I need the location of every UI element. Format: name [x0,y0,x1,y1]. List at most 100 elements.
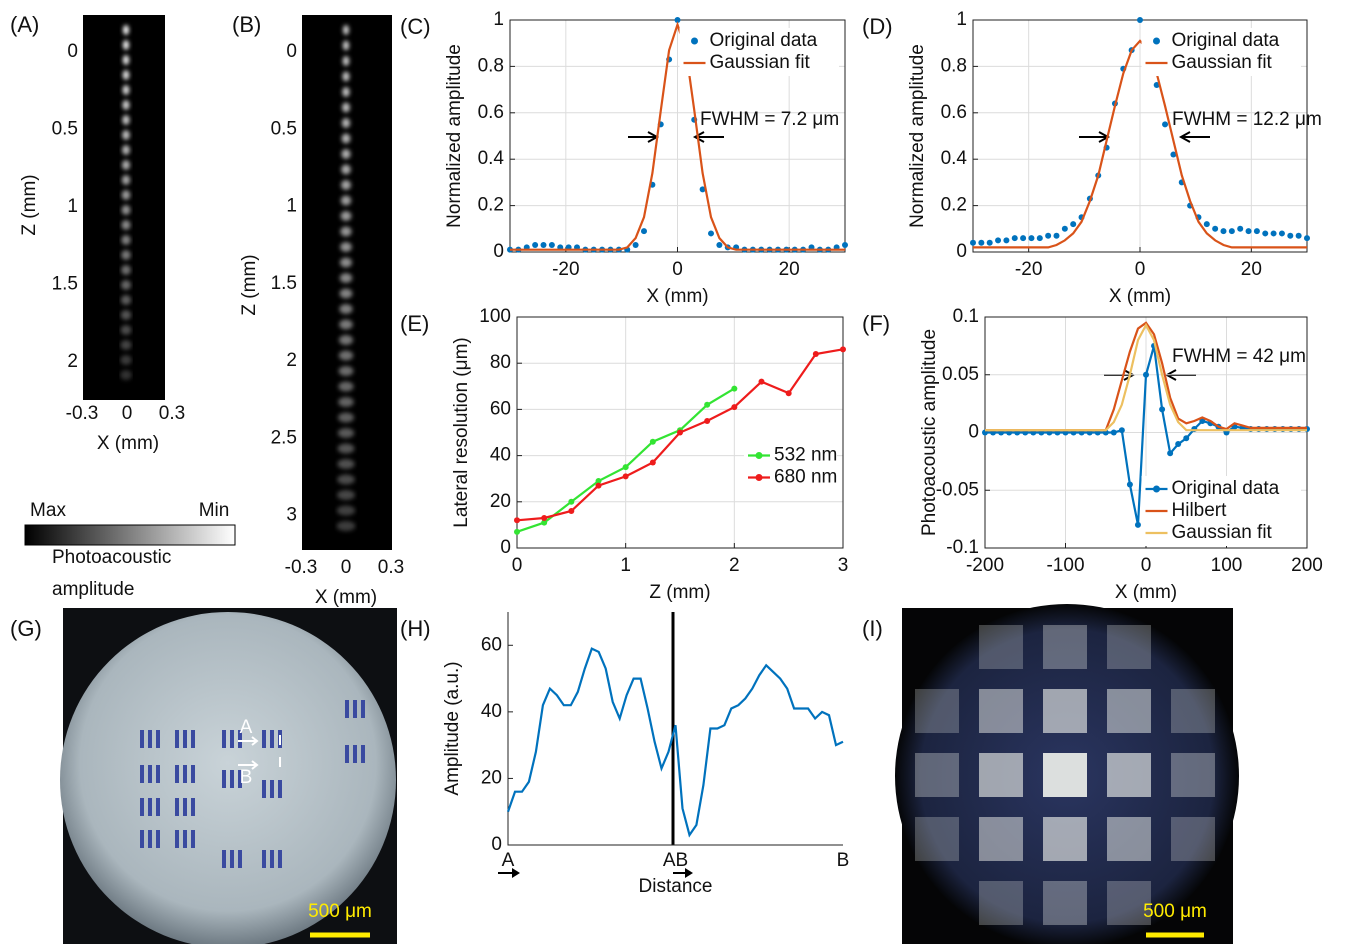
y-tick-label: 100 [479,306,511,327]
data-point [1220,228,1227,235]
target-bar [270,780,274,798]
data-point [1278,230,1285,237]
x-tick-label: 20 [779,259,800,280]
speckle [341,149,351,159]
y-tick-label: 0.8 [941,55,967,76]
speckle [342,71,350,82]
marker-b: B [240,767,253,788]
speckle [342,102,350,113]
legend-label: Original data [1172,478,1280,499]
target-bar [345,700,349,718]
data-point [1028,235,1035,242]
y-tick-label: 0.4 [941,148,968,169]
target-bar [175,730,179,748]
data-point [731,404,738,411]
target-bar [278,780,282,798]
data-point [1270,230,1277,237]
data-point [1159,406,1166,413]
data-point [1175,441,1182,448]
target-bar [222,770,226,788]
speckle [121,175,131,185]
x-tick-label: -20 [552,259,579,280]
annotation: FWHM = 7.2 μm [700,109,839,130]
series-line [510,21,845,251]
y-tick-label: 0.05 [942,364,979,385]
scale-bar-label: 500 μm [1143,901,1207,922]
legend-swatch [755,452,763,459]
speckle [336,521,356,531]
speckle [121,190,131,200]
fwhm-arrows [628,136,1210,376]
colorbar-title: amplitude [52,579,134,600]
data-point [1199,417,1206,424]
x-tick-label: 200 [1291,555,1323,576]
target-bar [270,730,274,748]
target-bar [191,765,195,783]
target-bar [148,765,152,783]
data-point [548,242,555,249]
mesh-square [1171,689,1215,733]
speckle [120,280,132,290]
data-point [1011,235,1018,242]
speckle [120,355,132,365]
x-tick-label: -200 [966,555,1004,576]
y-tick-label: 60 [490,398,511,419]
target-bar [262,850,266,868]
speckle [121,160,131,170]
speckle [121,220,131,230]
mesh-square [915,817,959,861]
data-point [812,350,819,357]
target-bar [230,770,234,788]
speckle [120,325,132,335]
data-point [1137,17,1143,23]
y-tick-label: 20 [481,767,502,788]
data-point [1253,228,1260,235]
legend-box [679,28,839,76]
target-bar [353,745,357,763]
z-tick-label: 1.5 [52,274,78,295]
target-bar [270,850,274,868]
target-bar [191,730,195,748]
marker-a: A [240,717,253,738]
x-axis-label: Z (mm) [649,582,710,603]
speckle [123,25,129,35]
target-bar [183,765,187,783]
panel-label: (E) [400,311,429,336]
data-point [1053,232,1060,239]
y-axis-label: Photoacoustic amplitude [919,329,940,536]
panel-label: (D) [862,14,893,39]
speckle [336,505,356,516]
speckle [122,70,130,80]
data-point [568,498,575,505]
speckle [338,412,354,423]
plot-frame [516,316,844,549]
z-tick-label: 0 [286,41,297,62]
legend-label: 680 nm [774,467,837,488]
z-tick-label: 2 [286,350,297,371]
x-axis-label: X (mm) [1115,582,1177,603]
speckle [122,100,130,110]
data-point [514,517,520,524]
data-point [1167,450,1174,457]
target-bar [175,830,179,848]
target-bar [238,730,242,748]
z-tick-label: 3 [286,505,297,526]
speckle [122,40,130,50]
data-point [1070,221,1077,228]
x-tick-label: -0.3 [285,557,318,578]
speckle [122,85,130,95]
data-point [1061,225,1068,232]
series-line [973,39,1307,249]
panel-label: (C) [400,14,431,39]
mesh-square [1043,625,1087,669]
speckle [340,211,352,221]
z-tick-label: 1 [67,196,78,217]
x-axis-label: X (mm) [646,286,708,307]
legend-label: 532 nm [774,445,837,466]
mesh-square [1043,753,1087,797]
data-point [1304,235,1310,242]
z-tick-label: 1 [286,196,297,217]
panel-label: (H) [400,616,431,641]
legend-box [1141,476,1301,546]
colorbar-max: Max [30,500,66,521]
